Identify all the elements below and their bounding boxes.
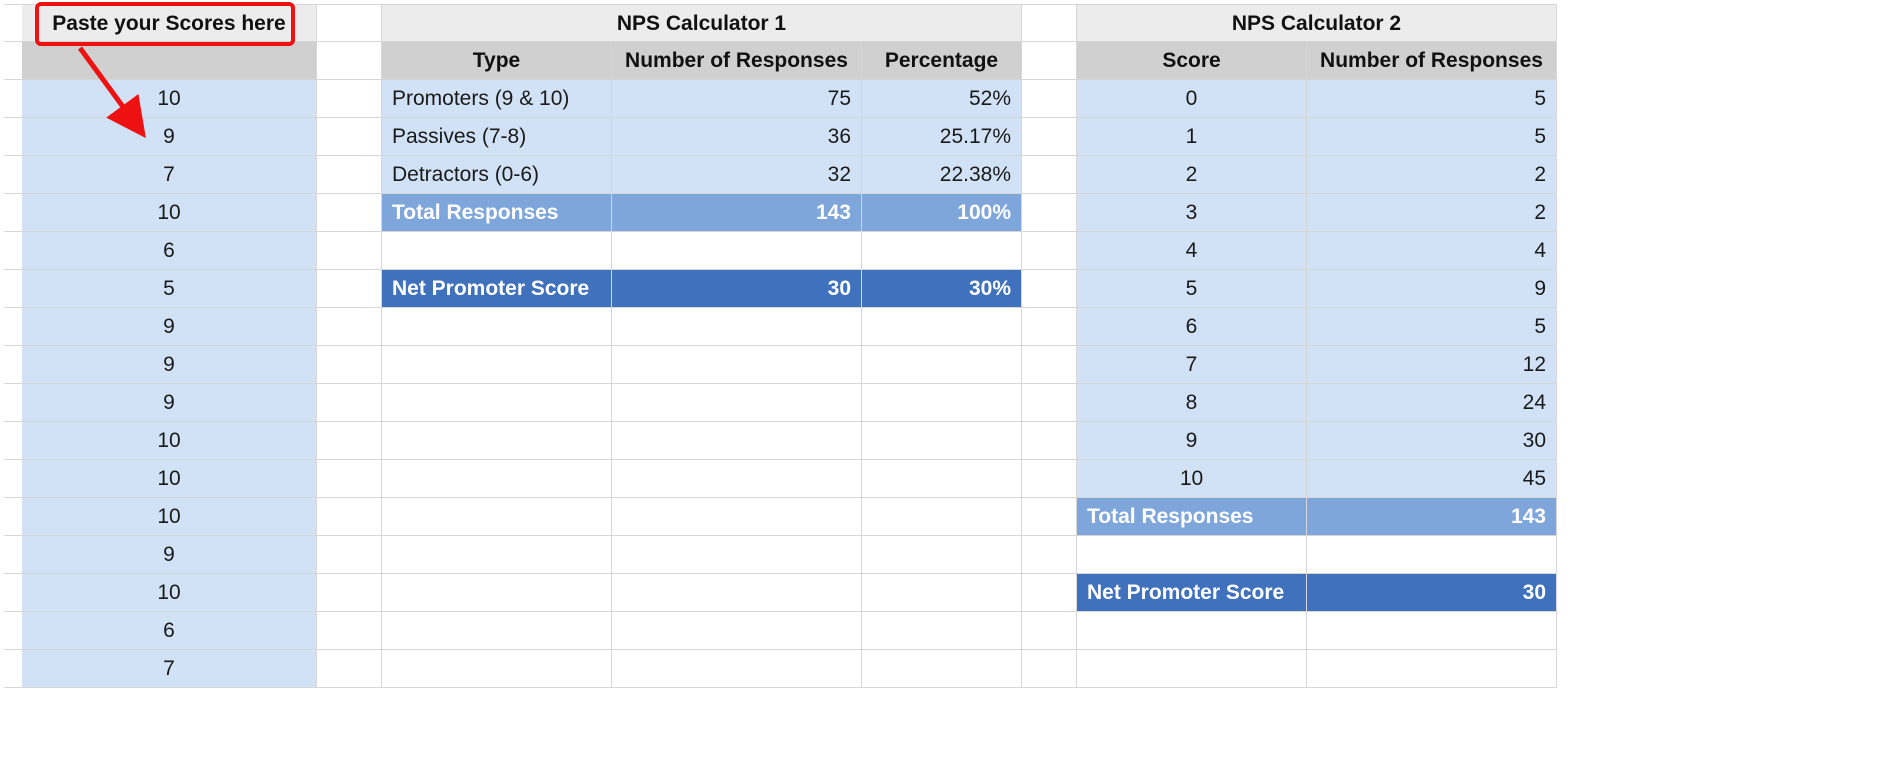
calc2-num-cell[interactable]: 45 [1307,460,1557,498]
calc1-num-cell[interactable]: 36 [612,118,862,156]
calc2-score-cell[interactable]: 2 [1077,156,1307,194]
score-cell[interactable]: 10 [22,194,317,232]
table-row: 824 [1077,384,1557,422]
calc1-num-cell[interactable]: 75 [612,80,862,118]
calc1-nps-num: 30 [612,270,862,308]
calc2-title: NPS Calculator 2 [1077,4,1557,42]
calc1-nps-label: Net Promoter Score [382,270,612,308]
calc2-num-cell[interactable]: 5 [1307,80,1557,118]
table-row: 05 [1077,80,1557,118]
score-cell[interactable]: 10 [22,498,317,536]
calc1-title: NPS Calculator 1 [382,4,1022,42]
scores-list: 1097106599910101091067 [22,80,317,688]
table-row: 930 [1077,422,1557,460]
calc2-total-label: Total Responses [1077,498,1307,536]
score-cell[interactable]: 10 [22,460,317,498]
calc1-col-pct: Percentage [862,42,1022,80]
table-row: 32 [1077,194,1557,232]
score-cell[interactable]: 9 [22,118,317,156]
table-row: 59 [1077,270,1557,308]
calc1-num-cell[interactable]: 32 [612,156,862,194]
row-gutter [4,4,22,688]
score-cell[interactable]: 10 [22,80,317,118]
table-row: Promoters (9 & 10)7552% [382,80,1022,118]
spacer-col [317,4,382,688]
calc2-rows: 051522324459657128249301045 [1077,80,1557,498]
calc1-blank-rows [382,308,1022,688]
calc2-score-cell[interactable]: 10 [1077,460,1307,498]
calc2-score-cell[interactable]: 1 [1077,118,1307,156]
calc2-num-cell[interactable]: 9 [1307,270,1557,308]
calc2-col-score: Score [1077,42,1307,80]
calc2-num-cell[interactable]: 5 [1307,308,1557,346]
calc2-total-num: 143 [1307,498,1557,536]
calc2-num-cell[interactable]: 12 [1307,346,1557,384]
score-cell[interactable]: 10 [22,574,317,612]
calc2-score-cell[interactable]: 7 [1077,346,1307,384]
calc1-total-pct: 100% [862,194,1022,232]
calc2-num-cell[interactable]: 5 [1307,118,1557,156]
calc2-nps-num: 30 [1307,574,1557,612]
table-row: 44 [1077,232,1557,270]
scores-column: Paste your Scores here 10971065999101010… [22,4,317,688]
calc1-column: NPS Calculator 1 Type Number of Response… [382,4,1022,688]
score-cell[interactable]: 9 [22,308,317,346]
calc2-score-cell[interactable]: 5 [1077,270,1307,308]
score-cell[interactable]: 9 [22,536,317,574]
score-cell[interactable]: 7 [22,156,317,194]
calc1-pct-cell[interactable]: 22.38% [862,156,1022,194]
score-cell[interactable]: 10 [22,422,317,460]
score-cell[interactable]: 9 [22,384,317,422]
calc2-score-cell[interactable]: 8 [1077,384,1307,422]
calc2-num-cell[interactable]: 24 [1307,384,1557,422]
calc2-num-cell[interactable]: 2 [1307,156,1557,194]
calc2-score-cell[interactable]: 0 [1077,80,1307,118]
calc1-col-type: Type [382,42,612,80]
calc1-col-num: Number of Responses [612,42,862,80]
table-row: 22 [1077,156,1557,194]
calc2-num-cell[interactable]: 2 [1307,194,1557,232]
calc1-nps-pct: 30% [862,270,1022,308]
table-row: 65 [1077,308,1557,346]
calc2-score-cell[interactable]: 9 [1077,422,1307,460]
calc2-score-cell[interactable]: 4 [1077,232,1307,270]
score-cell[interactable]: 7 [22,650,317,688]
calc1-pct-cell[interactable]: 52% [862,80,1022,118]
table-row: 15 [1077,118,1557,156]
scores-header: Paste your Scores here [22,4,317,42]
calc1-type-cell[interactable]: Passives (7-8) [382,118,612,156]
table-row: 1045 [1077,460,1557,498]
score-cell[interactable]: 9 [22,346,317,384]
calc2-num-cell[interactable]: 30 [1307,422,1557,460]
calc1-type-cell[interactable]: Promoters (9 & 10) [382,80,612,118]
calc2-nps-label: Net Promoter Score [1077,574,1307,612]
calc1-total-num: 143 [612,194,862,232]
calc2-num-cell[interactable]: 4 [1307,232,1557,270]
calc2-score-cell[interactable]: 3 [1077,194,1307,232]
calc2-col-num: Number of Responses [1307,42,1557,80]
calc1-pct-cell[interactable]: 25.17% [862,118,1022,156]
calc1-total-label: Total Responses [382,194,612,232]
table-row: Passives (7-8)3625.17% [382,118,1022,156]
calc2-score-cell[interactable]: 6 [1077,308,1307,346]
table-row: 712 [1077,346,1557,384]
spacer-col [1022,4,1077,688]
table-row: Detractors (0-6)3222.38% [382,156,1022,194]
calc2-column: NPS Calculator 2 Score Number of Respons… [1077,4,1557,688]
score-cell[interactable]: 5 [22,270,317,308]
calc1-type-cell[interactable]: Detractors (0-6) [382,156,612,194]
spreadsheet: Paste your Scores here 10971065999101010… [0,0,1882,692]
score-cell[interactable]: 6 [22,612,317,650]
scores-subheader [22,42,317,80]
calc1-rows: Promoters (9 & 10)7552%Passives (7-8)362… [382,80,1022,194]
score-cell[interactable]: 6 [22,232,317,270]
